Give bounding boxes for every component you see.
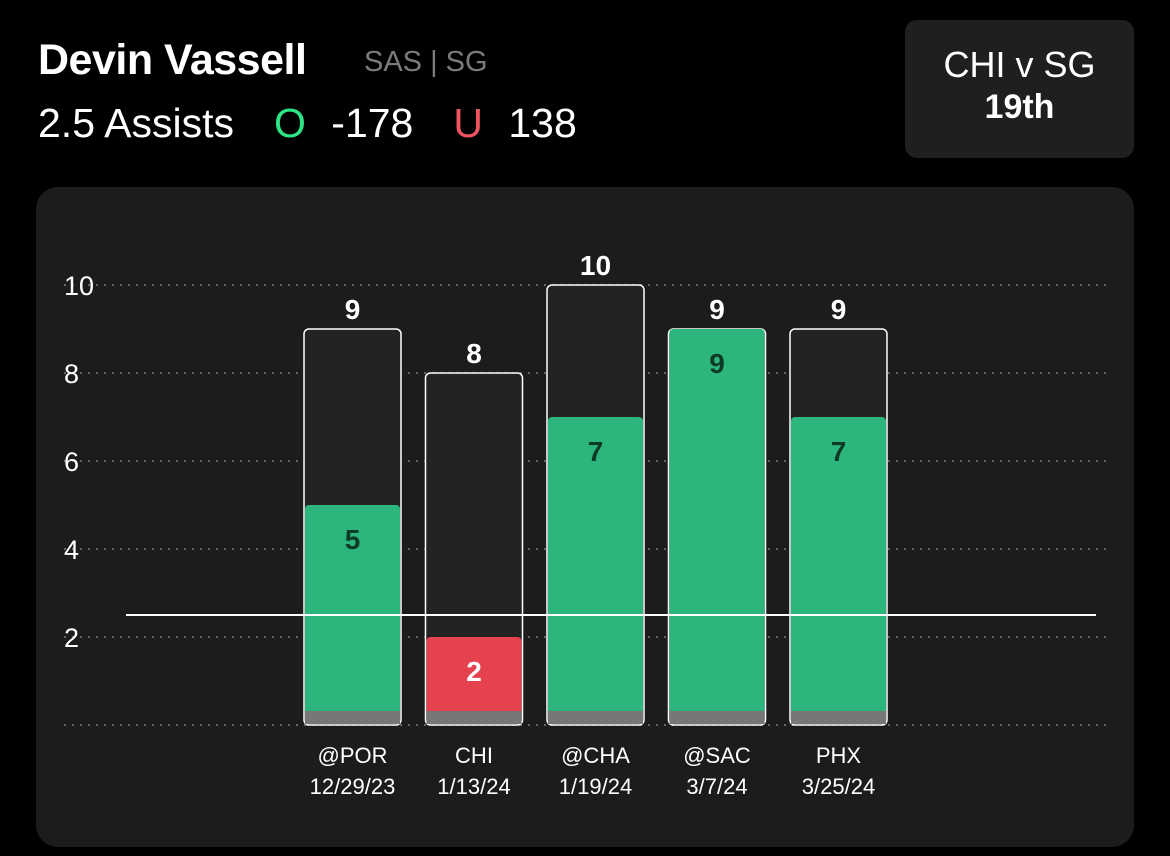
y-tick-label: 2 — [64, 623, 79, 653]
total-label: 9 — [709, 294, 725, 325]
baseline-band — [548, 711, 643, 724]
matchup-title: CHI v SG — [943, 44, 1096, 85]
baseline-band — [791, 711, 886, 724]
y-tick-label: 4 — [64, 535, 79, 565]
value-label: 9 — [709, 348, 725, 379]
value-bar — [669, 329, 765, 724]
under-icon: U — [453, 100, 483, 146]
over-odds-group[interactable]: O -178 — [274, 100, 413, 147]
total-label: 9 — [345, 294, 361, 325]
category-label: @POR — [317, 743, 387, 768]
date-label: 1/19/24 — [559, 774, 632, 799]
y-tick-label: 8 — [64, 359, 79, 389]
category-label: CHI — [455, 743, 493, 768]
total-label: 8 — [466, 338, 482, 369]
value-bar — [426, 637, 522, 724]
team-position: SAS | SG — [364, 46, 488, 78]
under-odds: 138 — [508, 100, 577, 146]
chart-panel: 2 4 6 8 10 9 5 @POR 12/29/23 8 2 CHI 1/13/24 10 7 @CHA 1… — [36, 187, 1134, 847]
total-label: 10 — [580, 250, 611, 281]
date-label: 3/7/24 — [686, 774, 747, 799]
game-log-chart: 2 4 6 8 10 9 5 @POR 12/29/23 8 2 CHI 1/13/24 10 7 @CHA 1… — [64, 250, 1106, 799]
matchup-card[interactable]: CHI v SG 19th — [905, 20, 1134, 158]
value-bar — [548, 417, 643, 724]
category-label: PHX — [816, 743, 862, 768]
y-tick-label: 6 — [64, 447, 79, 477]
baseline-band — [669, 711, 765, 724]
date-label: 3/25/24 — [802, 774, 875, 799]
total-label: 9 — [831, 294, 847, 325]
date-label: 1/13/24 — [437, 774, 510, 799]
matchup-rank: 19th — [984, 88, 1055, 126]
value-label: 2 — [466, 656, 482, 687]
value-label: 7 — [588, 436, 604, 467]
category-label: @CHA — [561, 743, 630, 768]
under-odds-group[interactable]: U 138 — [453, 100, 576, 147]
prop-line: 2.5 Assists O -178 U 138 — [38, 100, 577, 147]
player-name: Devin Vassell — [38, 36, 307, 84]
category-label: @SAC — [683, 743, 751, 768]
y-tick-label: 10 — [64, 271, 94, 301]
over-icon: O — [273, 100, 306, 146]
prop-label: 2.5 Assists — [38, 100, 234, 146]
baseline-band — [305, 711, 400, 724]
date-label: 12/29/23 — [310, 774, 396, 799]
value-bar — [791, 417, 886, 724]
value-label: 5 — [345, 524, 361, 555]
baseline-band — [426, 711, 522, 724]
over-odds: -178 — [331, 100, 414, 146]
value-label: 7 — [831, 436, 847, 467]
